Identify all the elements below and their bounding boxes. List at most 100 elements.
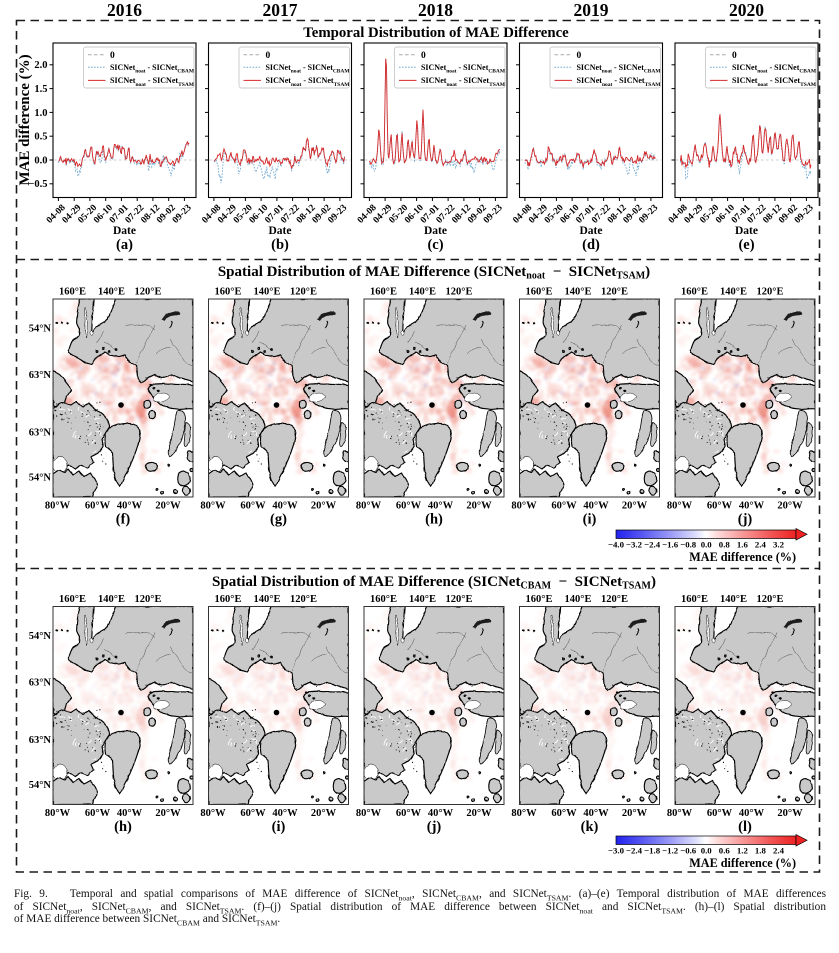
svg-text:140°E: 140°E [720,287,747,298]
svg-text:160°E: 160°E [370,287,397,298]
svg-text:40°W: 40°W [117,808,143,819]
svg-text:0.5: 0.5 [34,132,47,143]
svg-text:80°W: 80°W [356,501,382,512]
svg-text:140°E: 140°E [254,287,281,298]
svg-text:140°E: 140°E [98,287,125,298]
svg-text:160°E: 160°E [526,287,553,298]
svg-text:20°W: 20°W [622,808,648,819]
svg-text:2.0: 2.0 [34,60,47,71]
svg-text:40°W: 40°W [739,501,765,512]
svg-text:09-23: 09-23 [793,203,816,226]
svg-text:(h): (h) [425,512,443,528]
svg-text:20°W: 20°W [311,808,337,819]
svg-text:20°W: 20°W [466,501,492,512]
svg-text:Date: Date [269,225,292,237]
svg-text:SICNetnoat​ - SICNetCBAM​: SICNetnoat​ - SICNetCBAM​ [110,63,195,75]
svg-text:(l): (l) [738,819,752,835]
svg-text:SICNetnoat​ - SICNetCBAM​: SICNetnoat​ - SICNetCBAM​ [266,63,351,75]
svg-text:−0.5: −0.5 [28,179,47,190]
svg-text:120°E: 120°E [601,594,628,605]
svg-text:3.2: 3.2 [773,540,785,550]
svg-text:40°W: 40°W [428,501,454,512]
svg-text:09-23: 09-23 [482,203,505,226]
svg-text:54°N: 54°N [29,780,52,791]
svg-text:80°W: 80°W [200,808,226,819]
svg-text:60°W: 60°W [85,808,111,819]
svg-text:1.2: 1.2 [737,846,749,856]
svg-text:60°W: 60°W [707,501,733,512]
svg-text:(f): (f) [116,512,131,528]
svg-text:0: 0 [732,51,737,61]
svg-text:20°W: 20°W [155,808,181,819]
svg-text:40°W: 40°W [117,501,143,512]
svg-text:60°W: 60°W [551,808,577,819]
svg-text:(i): (i) [583,512,597,528]
svg-text:160°E: 160°E [681,287,708,298]
svg-text:SICNetnoat​ - SICNetTSAM​: SICNetnoat​ - SICNetTSAM​ [110,76,195,88]
svg-text:0.6: 0.6 [719,846,731,856]
svg-text:60°W: 60°W [551,501,577,512]
svg-text:80°W: 80°W [511,808,537,819]
svg-text:140°E: 140°E [565,287,592,298]
svg-text:(j): (j) [738,512,753,528]
svg-text:MAE difference (%): MAE difference (%) [689,856,796,870]
svg-text:140°E: 140°E [565,594,592,605]
svg-text:2016: 2016 [107,0,142,20]
svg-text:63°N: 63°N [29,678,52,689]
svg-text:−1.8: −1.8 [644,846,661,856]
svg-text:160°E: 160°E [526,594,553,605]
svg-text:60°W: 60°W [396,808,422,819]
svg-text:Date: Date [424,225,447,237]
svg-text:−2.4: −2.4 [626,846,643,856]
svg-text:0: 0 [266,51,271,61]
svg-text:20°W: 20°W [777,501,803,512]
svg-text:20°W: 20°W [622,501,648,512]
svg-text:120°E: 120°E [446,287,473,298]
svg-text:120°E: 120°E [290,287,317,298]
svg-text:0.0: 0.0 [34,155,47,166]
svg-text:(i): (i) [272,819,286,835]
svg-text:−3.0: −3.0 [608,846,625,856]
svg-text:2.4: 2.4 [755,540,767,550]
svg-text:−2.4: −2.4 [644,540,661,550]
svg-text:60°W: 60°W [396,501,422,512]
svg-text:160°E: 160°E [59,594,86,605]
svg-text:0.0: 0.0 [701,540,713,550]
svg-text:1.6: 1.6 [737,540,749,550]
svg-text:2.4: 2.4 [773,846,785,856]
svg-text:54°N: 54°N [29,324,52,335]
svg-text:Date: Date [735,225,758,237]
svg-text:MAE difference (%): MAE difference (%) [17,54,33,185]
svg-text:2020: 2020 [729,0,764,20]
svg-text:1.8: 1.8 [755,846,767,856]
svg-text:SICNetnoat​ - SICNetTSAM​: SICNetnoat​ - SICNetTSAM​ [421,76,506,88]
svg-text:54°N: 54°N [29,473,52,484]
svg-text:40°W: 40°W [428,808,454,819]
svg-text:SICNetnoat​ - SICNetTSAM​: SICNetnoat​ - SICNetTSAM​ [577,76,662,88]
svg-text:2017: 2017 [263,0,298,20]
svg-text:40°W: 40°W [272,501,298,512]
svg-text:Spatial Distribution of MAE Di: Spatial Distribution of MAE Difference (… [218,264,650,282]
svg-text:(d): (d) [582,237,600,253]
svg-text:120°E: 120°E [601,287,628,298]
svg-text:(c): (c) [427,237,443,253]
svg-text:(g): (g) [270,512,287,528]
svg-text:Date: Date [580,225,603,237]
svg-text:09-23: 09-23 [637,203,660,226]
svg-text:40°W: 40°W [739,808,765,819]
svg-text:63°N: 63°N [29,370,52,381]
svg-text:0.0: 0.0 [701,846,713,856]
svg-text:60°W: 60°W [85,501,111,512]
svg-text:140°E: 140°E [98,594,125,605]
svg-text:60°W: 60°W [240,808,266,819]
svg-text:120°E: 120°E [290,594,317,605]
svg-text:63°N: 63°N [29,428,52,439]
svg-text:120°E: 120°E [757,594,784,605]
svg-text:63°N: 63°N [29,735,52,746]
svg-text:80°W: 80°W [511,501,537,512]
svg-text:1.0: 1.0 [34,108,47,119]
svg-text:SICNetnoat​ - SICNetCBAM​: SICNetnoat​ - SICNetCBAM​ [577,63,662,75]
svg-text:SICNetnoat​ - SICNetCBAM​: SICNetnoat​ - SICNetCBAM​ [732,63,817,75]
svg-text:80°W: 80°W [200,501,226,512]
svg-text:2018: 2018 [418,0,453,20]
